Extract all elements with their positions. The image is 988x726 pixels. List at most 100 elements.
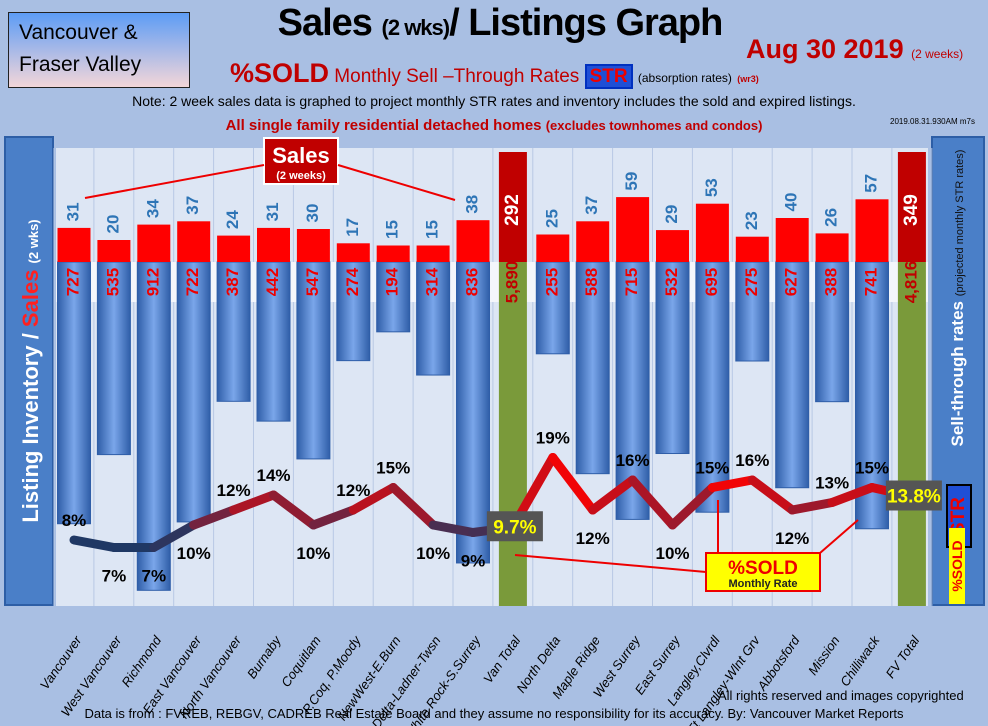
inventory-label: 695 xyxy=(702,268,721,296)
sales-label: 17 xyxy=(343,218,362,237)
inventory-label: 588 xyxy=(582,268,601,296)
inventory-bar xyxy=(815,261,850,403)
sales-arrow-left xyxy=(84,164,265,199)
subtitle: %SOLD Monthly Sell –Through Rates STR (a… xyxy=(230,58,759,89)
str-label: 10% xyxy=(655,544,689,563)
sales-callout: Sales xyxy=(272,143,330,168)
sales-bar xyxy=(616,197,650,262)
title-rest: / Listings Graph xyxy=(449,2,723,44)
sales-label: 37 xyxy=(183,196,202,215)
scope-text: All single family residential detached h… xyxy=(225,117,542,134)
sales-label: 40 xyxy=(782,193,801,212)
str-label: 7% xyxy=(102,567,127,586)
total-sales-bar xyxy=(498,152,527,262)
str-label: 13% xyxy=(815,474,849,493)
inventory-bar xyxy=(695,261,730,513)
sold-arrow-right xyxy=(819,519,859,554)
sold-arrow-left xyxy=(514,554,707,573)
category-label: FV Total xyxy=(883,632,923,681)
sales-callout-box xyxy=(263,137,339,185)
str-label: 12% xyxy=(336,481,370,500)
sales-bar xyxy=(97,240,131,262)
str-label: 19% xyxy=(536,429,570,448)
inventory-label: 627 xyxy=(782,268,801,296)
sales-bar xyxy=(536,234,570,262)
inventory-label: 912 xyxy=(143,268,162,296)
str-label: 15% xyxy=(855,459,889,478)
str-label: 16% xyxy=(616,451,650,470)
sales-label: 15 xyxy=(383,220,402,239)
sales-bar xyxy=(296,229,330,262)
inventory-label: 532 xyxy=(662,268,681,296)
str-line-segment xyxy=(707,475,757,492)
sales-label: 34 xyxy=(143,199,162,218)
inventory-bar xyxy=(176,261,211,523)
inventory-bar xyxy=(136,261,171,591)
str-line-segment xyxy=(388,483,438,530)
date-note: (2 weeks) xyxy=(911,47,964,61)
inventory-label: 715 xyxy=(622,268,641,296)
date-text: Aug 30 2019 xyxy=(746,34,904,64)
title-main: Sales xyxy=(277,2,373,44)
sales-arrow-right xyxy=(337,164,456,201)
str-label: 9.7% xyxy=(493,517,536,538)
inventory-label: 255 xyxy=(542,268,561,296)
str-line-segment xyxy=(229,490,278,515)
sales-bar xyxy=(57,227,91,262)
inventory-bar xyxy=(456,261,490,564)
inventory-label: 387 xyxy=(223,268,242,296)
sales-label: 26 xyxy=(822,208,841,227)
sales-bar xyxy=(257,227,290,262)
str-label: 12% xyxy=(217,481,251,500)
region-box: Vancouver & Fraser Valley xyxy=(8,12,190,88)
inventory-bar xyxy=(735,261,770,362)
str-line-segment xyxy=(668,483,717,530)
inventory-label: 274 xyxy=(343,267,362,296)
str-line-segment xyxy=(787,498,837,515)
sales-bar xyxy=(456,220,490,262)
total-sales-bar xyxy=(897,152,926,262)
inventory-label: 194 xyxy=(383,267,402,296)
sold-callout-sub: Monthly Rate xyxy=(728,578,797,590)
str-line-segment xyxy=(628,475,677,530)
sales-label: 24 xyxy=(223,210,242,229)
sales-bar xyxy=(815,233,849,262)
inventory-bar xyxy=(57,261,91,525)
category-label: Mission xyxy=(805,633,843,678)
str-label: 9% xyxy=(461,552,486,571)
sales-label: 292 xyxy=(502,194,523,226)
sub-text: Monthly Sell –Through Rates xyxy=(334,66,580,87)
sales-bar xyxy=(376,245,410,262)
str-badge: STR xyxy=(584,64,633,89)
str-line-segment xyxy=(269,490,318,530)
inventory-label: 5,890 xyxy=(502,261,521,304)
sales-label: 38 xyxy=(462,195,481,214)
sales-bar xyxy=(855,199,889,262)
total-str-box xyxy=(885,480,942,511)
inventory-label: 388 xyxy=(822,268,841,296)
sales-label: 25 xyxy=(542,209,561,228)
sales-label: 20 xyxy=(103,215,122,234)
source: Data is from : FVREB, REBGV, CADREB Real… xyxy=(84,706,904,721)
inventory-label: 722 xyxy=(183,268,202,296)
sales-label: 59 xyxy=(622,172,641,191)
inventory-label: 442 xyxy=(263,268,282,296)
sales-bar xyxy=(735,236,769,262)
str-line-segment xyxy=(827,483,877,507)
str-label: 10% xyxy=(416,544,450,563)
inventory-label: 741 xyxy=(861,268,880,296)
sales-label: 30 xyxy=(303,204,322,223)
inventory-bar xyxy=(96,261,131,456)
str-label: 14% xyxy=(256,466,290,485)
total-inventory-bar xyxy=(897,262,926,606)
inventory-bar xyxy=(376,261,411,333)
total-inventory-bar xyxy=(498,262,527,606)
str-line-segment xyxy=(348,483,398,515)
str-line-segment xyxy=(747,475,797,515)
sold-callout-box xyxy=(705,552,821,592)
scope: All single family residential detached h… xyxy=(0,117,988,134)
sales-bar xyxy=(137,224,171,262)
total-str-box xyxy=(486,511,543,542)
str-label: 16% xyxy=(735,451,769,470)
str-label: 7% xyxy=(142,567,167,586)
